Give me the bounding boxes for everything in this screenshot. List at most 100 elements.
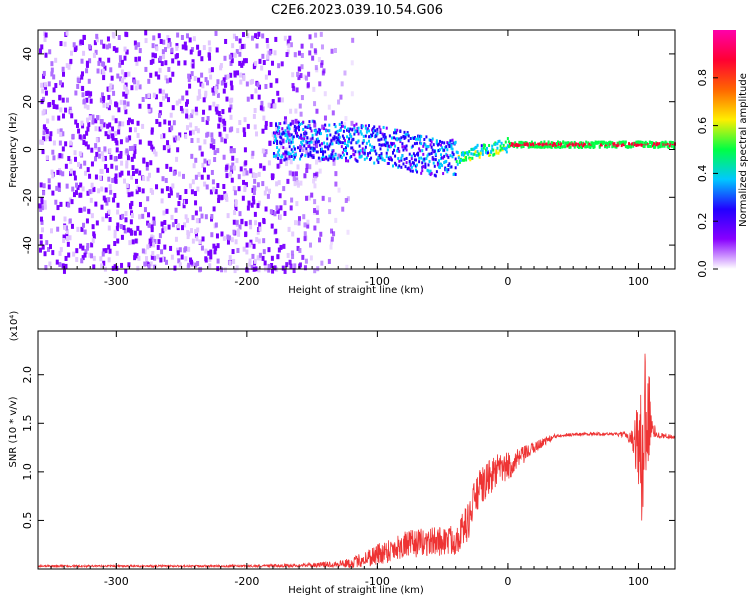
noise-cell <box>138 84 142 90</box>
signal-cell <box>448 141 451 145</box>
signal-cell <box>389 145 392 149</box>
noise-cell <box>58 95 62 101</box>
signal-cell <box>404 146 407 150</box>
noise-cell <box>124 109 128 115</box>
noise-cell <box>77 161 81 167</box>
noise-cell <box>111 265 115 271</box>
noise-cell <box>138 170 142 176</box>
noise-cell <box>327 258 331 264</box>
signal-cell <box>666 142 669 146</box>
signal-cell <box>317 128 320 132</box>
noise-cell <box>217 123 221 129</box>
noise-cell <box>108 86 112 92</box>
signal-cell <box>573 140 576 144</box>
signal-cell <box>644 142 647 146</box>
y-tick-label: -20 <box>21 188 34 206</box>
signal-cell <box>411 161 414 165</box>
signal-cell <box>519 143 522 147</box>
noise-cell <box>305 138 309 144</box>
noise-cell <box>306 223 310 229</box>
signal-cell <box>318 131 321 135</box>
noise-cell <box>204 90 208 96</box>
noise-cell <box>248 258 252 264</box>
signal-cell <box>422 158 425 162</box>
signal-cell <box>307 154 310 158</box>
signal-cell <box>351 146 354 150</box>
noise-cell <box>112 90 116 96</box>
signal-cell <box>284 134 287 138</box>
noise-cell <box>169 112 173 118</box>
signal-cell <box>428 138 431 142</box>
noise-cell <box>106 86 110 92</box>
signal-cell <box>629 145 632 149</box>
noise-cell <box>52 155 56 161</box>
noise-cell <box>318 168 322 174</box>
signal-cell <box>600 143 603 147</box>
signal-cell <box>276 142 279 146</box>
noise-cell <box>162 145 166 151</box>
noise-cell <box>249 168 253 174</box>
signal-cell <box>466 151 469 155</box>
y-tick-label: 20 <box>21 95 34 109</box>
noise-cell <box>72 192 76 198</box>
signal-cell <box>618 140 621 144</box>
noise-cell <box>331 110 335 116</box>
signal-cell <box>464 151 467 155</box>
signal-cell <box>449 165 452 169</box>
signal-cell <box>324 123 327 127</box>
noise-cell <box>205 80 209 86</box>
noise-cell <box>207 52 211 58</box>
signal-cell <box>285 132 288 136</box>
noise-cell <box>299 73 303 79</box>
noise-cell <box>230 58 234 64</box>
noise-cell <box>283 35 287 41</box>
noise-cell <box>184 198 188 204</box>
noise-cell <box>61 71 65 77</box>
noise-cell <box>276 90 280 96</box>
signal-cell <box>490 149 493 153</box>
noise-cell <box>160 221 164 227</box>
signal-cell <box>303 137 306 141</box>
noise-cell <box>119 99 123 105</box>
signal-cell <box>291 137 294 141</box>
signal-cell <box>396 128 399 132</box>
noise-cell <box>197 171 201 177</box>
noise-cell <box>141 97 145 103</box>
signal-cell <box>565 141 568 145</box>
noise-cell <box>189 122 193 128</box>
noise-cell <box>303 222 307 228</box>
noise-cell <box>251 150 255 156</box>
noise-cell <box>228 235 232 241</box>
signal-cell <box>594 141 597 145</box>
noise-cell <box>308 164 312 170</box>
signal-cell <box>628 144 631 148</box>
noise-cell <box>161 176 165 182</box>
noise-cell <box>305 167 309 173</box>
signal-cell <box>568 145 571 149</box>
noise-cell <box>120 160 124 166</box>
noise-cell <box>235 158 239 164</box>
noise-cell <box>280 61 284 67</box>
signal-cell <box>447 155 450 159</box>
noise-cell <box>108 129 112 135</box>
noise-cell <box>249 79 253 85</box>
signal-cell <box>534 145 537 149</box>
noise-cell <box>138 214 142 220</box>
signal-cell <box>417 151 420 155</box>
noise-cell <box>42 70 46 76</box>
noise-cell <box>291 254 295 260</box>
signal-cell <box>309 146 312 150</box>
signal-cell <box>300 133 303 137</box>
noise-cell <box>65 236 69 242</box>
noise-cell <box>83 160 87 166</box>
noise-cell <box>65 225 69 231</box>
signal-cell <box>608 144 611 148</box>
noise-cell <box>214 222 218 228</box>
noise-cell <box>43 31 47 37</box>
noise-cell <box>344 198 348 204</box>
noise-cell <box>145 93 149 99</box>
noise-cell <box>47 102 51 108</box>
signal-cell <box>326 137 329 141</box>
noise-cell <box>209 143 213 149</box>
signal-cell <box>647 144 650 148</box>
